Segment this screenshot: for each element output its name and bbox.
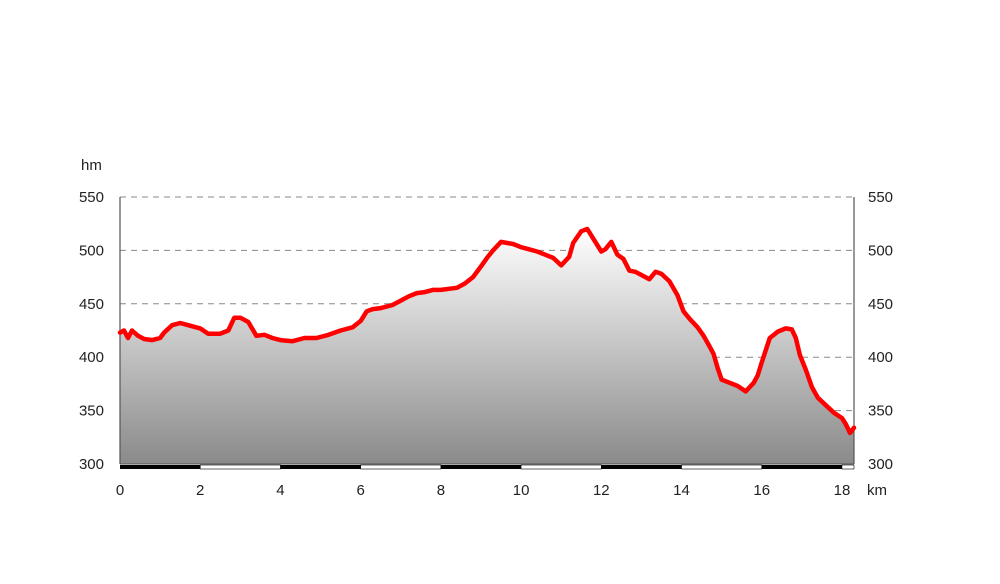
y-tick-label-left: 400 — [79, 349, 104, 366]
scale-segment-dark — [120, 465, 201, 469]
y-unit-label: hm — [81, 157, 102, 174]
x-tick-label: 2 — [196, 482, 204, 499]
scale-segment-light — [841, 464, 855, 470]
distance-scale-bar — [120, 464, 855, 470]
x-tick-label: 6 — [356, 482, 364, 499]
x-tick-label: 12 — [593, 482, 610, 499]
scale-segment-light — [199, 464, 281, 470]
scale-segment-dark — [280, 465, 361, 469]
y-tick-label-right: 300 — [868, 456, 893, 473]
x-tick-label: 14 — [673, 482, 690, 499]
scale-segment-dark — [601, 465, 682, 469]
y-tick-label-right: 550 — [868, 189, 893, 206]
y-tick-label-left: 500 — [79, 242, 104, 259]
y-tick-label-left: 300 — [79, 456, 104, 473]
y-tick-label-left: 350 — [79, 403, 104, 420]
scale-segment-dark — [761, 465, 842, 469]
y-tick-label-right: 450 — [868, 296, 893, 313]
y-tick-label-right: 400 — [868, 349, 893, 366]
scale-segment-dark — [440, 465, 522, 469]
scale-segment-light — [520, 464, 602, 470]
x-tick-label: 10 — [513, 482, 530, 499]
x-tick-label: 16 — [753, 482, 770, 499]
y-tick-label-right: 350 — [868, 403, 893, 420]
elevation-line — [117, 226, 857, 436]
x-tick-label: 4 — [276, 482, 284, 499]
x-unit-label: km — [867, 482, 887, 499]
scale-segment-light — [360, 464, 442, 470]
scale-segment-light — [681, 464, 763, 470]
y-tick-label-left: 450 — [79, 296, 104, 313]
elevation-area-fill — [120, 229, 854, 464]
y-tick-label-right: 500 — [868, 242, 893, 259]
y-tick-label-left: 550 — [79, 189, 104, 206]
x-tick-label: 0 — [116, 482, 124, 499]
x-tick-label: 8 — [437, 482, 445, 499]
x-tick-label: 18 — [834, 482, 851, 499]
labels-layer: 300 300 350 350 400 400 450 450 500 500 550 550 0 2 4 6… — [79, 189, 893, 499]
